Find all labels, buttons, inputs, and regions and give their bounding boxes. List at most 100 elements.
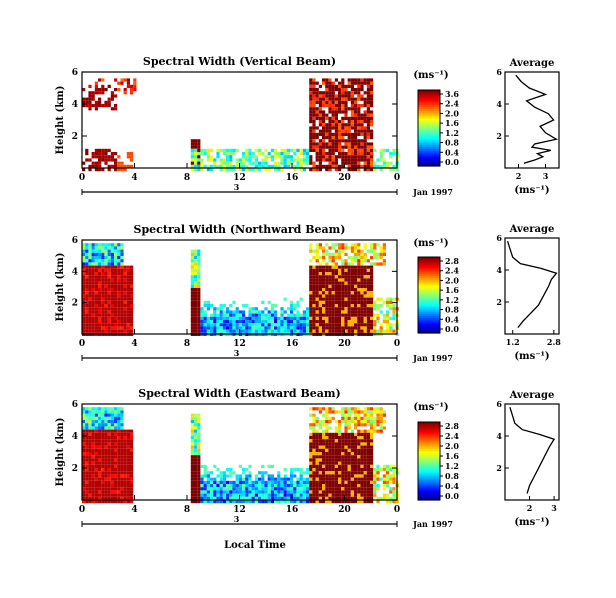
colorbar-tick-label: 2.4 [445, 99, 459, 109]
average-y-tick-label: 4 [496, 99, 502, 109]
colorbar: (ms⁻¹) 2.82.42.01.61.20.80.40.0 [413, 402, 459, 501]
y-tick-label: 4 [72, 432, 78, 442]
y-tick-label: 4 [72, 267, 78, 277]
y-tick-label: 2 [72, 299, 78, 309]
y-tick-label: 6 [72, 400, 78, 410]
average-title: Average [509, 224, 555, 235]
x-tick-label: 0 [394, 173, 400, 183]
x-tick-label: 4 [131, 505, 137, 515]
y-tick-label: 2 [72, 464, 78, 474]
colorbar-tick-label: 2.8 [445, 421, 459, 431]
colorbar-tick-label: 1.6 [445, 285, 459, 295]
x-tick-label: 12 [233, 505, 246, 515]
x-tick-label: 12 [233, 173, 246, 183]
date-label: Jan 1997 [412, 353, 453, 363]
x-tick-label: 20 [338, 505, 351, 515]
average-profile-line [515, 74, 559, 164]
average-profile-line [509, 407, 556, 494]
x-tick-label: 0 [394, 505, 400, 515]
average-y-tick-label: 4 [496, 431, 502, 441]
heatmap-cells [82, 78, 399, 172]
colorbar: (ms⁻¹) 3.62.42.01.61.20.80.40.0 [413, 70, 459, 167]
colorbar-tick-label: 2.4 [445, 431, 459, 441]
average-title: Average [509, 58, 555, 69]
colorbar-tick-label: 1.6 [445, 118, 459, 128]
heatmap-cells [82, 243, 399, 336]
x-tick-label: 12 [233, 339, 246, 349]
colorbar-tick-label: 0.8 [445, 138, 459, 148]
y-tick-label: 4 [72, 100, 78, 110]
colorbar-tick-label: 2.8 [445, 256, 459, 266]
date-label: Jan 1997 [412, 519, 453, 529]
x-tick-label: 0 [79, 505, 85, 515]
average-x-label: (ms⁻¹) [514, 185, 549, 196]
x-axis-label: Local Time [224, 540, 286, 551]
average-x-tick-label: 2 [527, 503, 533, 513]
x-tick-label: 20 [338, 339, 351, 349]
colorbar-tick-label: 3.6 [445, 89, 459, 99]
colorbar-tick-label: 1.2 [445, 461, 459, 471]
date-tick-label: 3 [234, 514, 240, 524]
y-tick-label: 6 [72, 68, 78, 78]
chart-title: Spectral Width (Northward Beam) [134, 223, 346, 236]
colorbar-tick-label: 2.0 [445, 441, 459, 451]
x-tick-label: 0 [79, 339, 85, 349]
chart-panel-3: Spectral Width (Eastward Beam) Height (km… [55, 387, 560, 551]
chart-title: Spectral Width (Eastward Beam) [138, 387, 340, 400]
average-y-tick-label: 6 [496, 233, 502, 243]
colorbar-tick-label: 0.4 [445, 314, 459, 324]
y-axis-label: Height (km) [55, 418, 66, 487]
x-tick-label: 20 [338, 173, 351, 183]
colorbar-tick-label: 1.2 [445, 295, 459, 305]
average-y-tick-label: 6 [496, 67, 502, 77]
x-tick-label: 16 [286, 339, 299, 349]
chart-title: Spectral Width (Vertical Beam) [143, 55, 336, 68]
date-label: Jan 1997 [412, 187, 453, 197]
average-title: Average [509, 390, 555, 401]
average-y-tick-label: 2 [496, 297, 502, 307]
x-tick-label: 0 [394, 339, 400, 349]
x-tick-label: 8 [184, 339, 190, 349]
y-axis-label: Height (km) [55, 86, 66, 155]
colorbar-tick-label: 0.4 [445, 147, 459, 157]
average-y-tick-label: 4 [496, 265, 502, 275]
colorbar-unit: (ms⁻¹) [413, 238, 448, 249]
average-profile-line [506, 241, 558, 329]
average-profile-panel: Average 6 4 2 1.2 2.8 (ms⁻¹) [496, 224, 561, 362]
x-tick-label: 16 [286, 173, 299, 183]
average-x-tick-label: 3 [551, 503, 557, 513]
colorbar-unit: (ms⁻¹) [413, 402, 448, 413]
x-tick-label: 16 [286, 505, 299, 515]
x-tick-label: 0 [79, 173, 85, 183]
colorbar-tick-label: 1.2 [445, 128, 459, 138]
colorbar-tick-label: 0.8 [445, 305, 459, 315]
chart-panel-2: Spectral Width (Northward Beam) Height (k… [55, 223, 561, 363]
colorbar-tick-label: 0.0 [445, 491, 459, 501]
colorbar-tick-label: 2.0 [445, 275, 459, 285]
colorbar-tick-label: 1.6 [445, 451, 459, 461]
colorbar-tick-label: 0.0 [445, 324, 459, 334]
average-x-tick-label: 3 [543, 171, 549, 181]
colorbar-tick-label: 0.8 [445, 471, 459, 481]
colorbar-tick-label: 0.4 [445, 481, 459, 491]
y-tick-label: 6 [72, 236, 78, 246]
average-x-label: (ms⁻¹) [514, 517, 549, 528]
x-tick-label: 8 [184, 505, 190, 515]
x-tick-label: 4 [131, 339, 137, 349]
average-x-label: (ms⁻¹) [514, 351, 549, 362]
average-x-tick-label: 2.8 [547, 337, 561, 347]
date-tick-label: 3 [234, 348, 240, 358]
x-tick-label: 8 [184, 173, 190, 183]
average-y-tick-label: 2 [496, 463, 502, 473]
colorbar: (ms⁻¹) 2.82.42.01.61.20.80.40.0 [413, 238, 459, 334]
colorbar-tick-label: 2.4 [445, 266, 459, 276]
average-y-tick-label: 2 [496, 131, 502, 141]
y-tick-label: 2 [72, 132, 78, 142]
y-axis-label: Height (km) [55, 253, 66, 322]
colorbar-unit: (ms⁻¹) [413, 70, 448, 81]
colorbar-tick-label: 0.0 [445, 157, 459, 167]
date-tick-label: 3 [234, 182, 240, 192]
